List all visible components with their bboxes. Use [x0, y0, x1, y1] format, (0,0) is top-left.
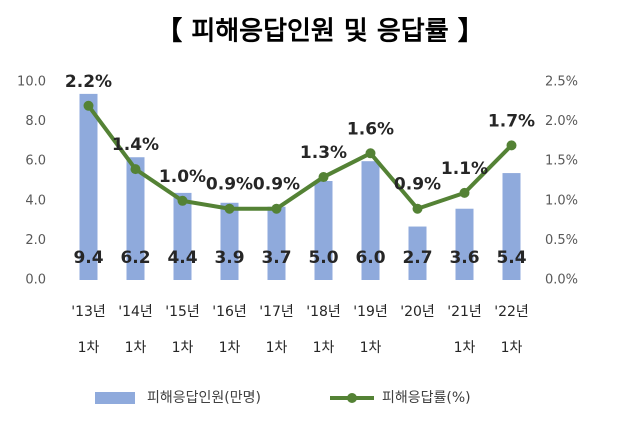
x-tick-label: '19년 — [353, 304, 388, 320]
x-tick-label: '14년 — [118, 304, 153, 320]
x-tick-label: 1차 — [313, 340, 335, 356]
value-label: 2.7 — [402, 248, 432, 268]
value-label: 1.6% — [347, 119, 394, 139]
y2-tick-label: 0.0% — [545, 273, 578, 288]
x-tick-label: 1차 — [219, 340, 241, 356]
x-tick-label: '13년 — [71, 304, 106, 320]
x-tick-label: 1차 — [454, 340, 476, 356]
value-label: 3.7 — [261, 248, 291, 268]
bar — [408, 226, 427, 280]
point — [83, 100, 94, 111]
y-tick-label: 10.0 — [17, 75, 46, 90]
bar — [79, 93, 98, 280]
x-tick-label: '22년 — [494, 304, 529, 320]
y2-tick-label: 1.0% — [545, 193, 578, 208]
y2-tick-label: 2.5% — [545, 75, 578, 90]
x-tick-label: 1차 — [172, 340, 194, 356]
chart-title: 【 피해응답인원 및 응답률 】 — [156, 17, 483, 47]
value-label: 5.4 — [496, 248, 526, 268]
value-label: 6.2 — [120, 248, 150, 268]
bar — [220, 202, 239, 280]
bar — [455, 208, 474, 280]
x-tick-label: '15년 — [165, 304, 200, 320]
bar — [502, 173, 521, 280]
value-label: 3.6 — [449, 248, 479, 268]
x-tick-label: '18년 — [306, 304, 341, 320]
bar — [126, 157, 145, 280]
value-label: 1.7% — [488, 111, 535, 131]
x-tick-label: 1차 — [78, 340, 100, 356]
y-tick-label: 4.0 — [25, 193, 46, 208]
value-label: 1.4% — [112, 135, 159, 155]
y2-tick-label: 2.0% — [545, 114, 578, 129]
legend-label: 피해응답인원(만명) — [147, 390, 261, 406]
value-label: 6.0 — [355, 248, 385, 268]
value-label: 2.2% — [65, 72, 112, 92]
bar — [361, 161, 380, 280]
y-tick-label: 6.0 — [25, 154, 46, 169]
x-tick-label: 1차 — [360, 340, 382, 356]
value-label: 0.9% — [253, 175, 300, 195]
x-tick-label: '16년 — [212, 304, 247, 320]
point — [271, 203, 282, 214]
line — [86, 104, 513, 212]
bar — [173, 192, 192, 280]
x-tick-label: 1차 — [501, 340, 523, 356]
value-label: 1.1% — [441, 159, 488, 179]
bar — [314, 181, 333, 280]
point — [177, 195, 188, 206]
point — [224, 203, 235, 214]
y2-tick-label: 1.5% — [545, 154, 578, 169]
x-tick-label: 1차 — [125, 340, 147, 356]
value-label: 0.9% — [394, 175, 441, 195]
point — [365, 148, 376, 159]
y2-tick-label: 0.5% — [545, 233, 578, 248]
value-label: 1.3% — [300, 143, 347, 163]
y-tick-label: 2.0 — [25, 233, 46, 248]
value-label: 3.9 — [214, 248, 244, 268]
x-tick-label: '21년 — [447, 304, 482, 320]
value-label: 0.9% — [206, 175, 253, 195]
point — [506, 140, 517, 151]
x-tick-label: 1차 — [266, 340, 288, 356]
y-tick-label: 0.0 — [25, 273, 46, 288]
legend-marker — [347, 393, 357, 403]
point — [130, 164, 141, 175]
legend-swatch — [95, 392, 135, 404]
value-label: 5.0 — [308, 248, 338, 268]
point — [459, 187, 470, 198]
legend-label: 피해응답률(%) — [382, 390, 471, 406]
x-tick-label: '20년 — [400, 304, 435, 320]
value-label: 4.4 — [167, 248, 197, 268]
y-tick-label: 8.0 — [25, 114, 46, 129]
point — [318, 172, 329, 183]
bar — [267, 206, 286, 280]
point — [412, 203, 423, 214]
value-label: 1.0% — [159, 167, 206, 187]
value-label: 9.4 — [73, 248, 103, 268]
x-tick-label: '17년 — [259, 304, 294, 320]
